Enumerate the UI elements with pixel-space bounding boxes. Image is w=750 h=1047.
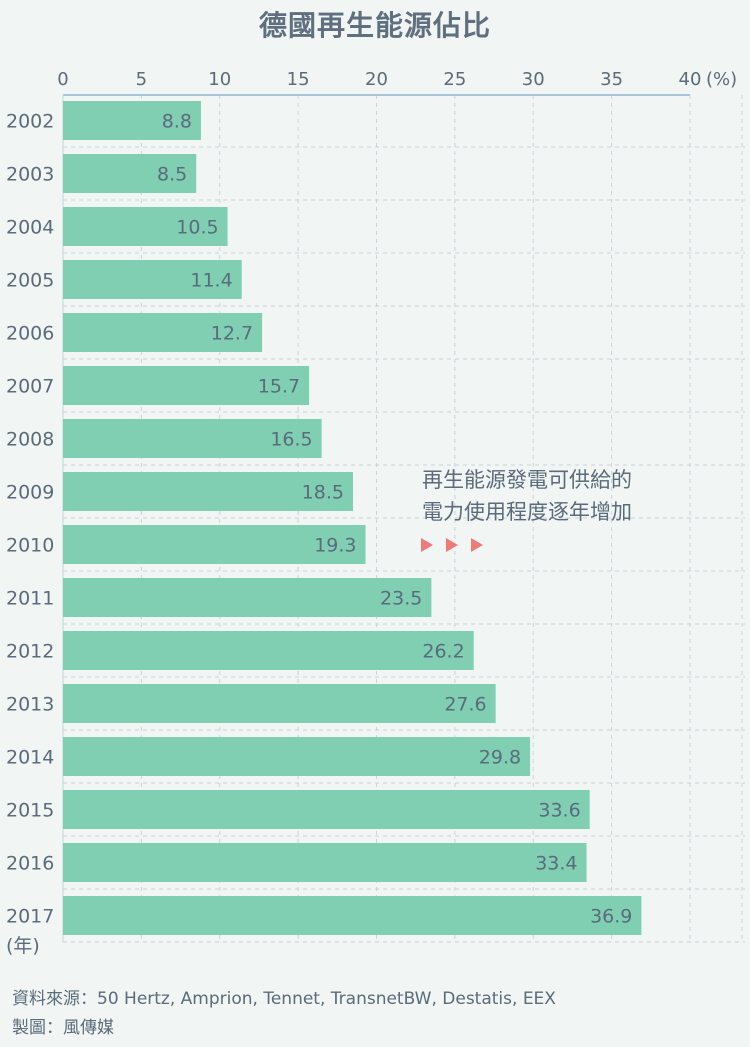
bar-value-label: 12.7 xyxy=(211,323,253,345)
category-label: 2011 xyxy=(6,588,54,610)
category-label: 2015 xyxy=(6,800,54,822)
category-label: 2008 xyxy=(6,429,54,451)
arrow-icon xyxy=(421,538,433,552)
bar-value-label: 8.5 xyxy=(157,164,187,186)
x-tick-label: 5 xyxy=(136,69,147,90)
category-label: 2017 xyxy=(6,906,54,928)
bar-value-label: 27.6 xyxy=(444,694,486,716)
annotation-line-1: 再生能源發電可供給的 xyxy=(422,468,632,492)
bar-value-label: 33.4 xyxy=(535,853,577,875)
bar xyxy=(63,896,642,935)
maker-note: 製圖：風傳媒 xyxy=(12,1018,114,1038)
category-label: 2010 xyxy=(6,535,54,557)
bar xyxy=(63,790,590,829)
x-tick-label: 10 xyxy=(208,69,231,90)
source-note: 資料來源：50 Hertz, Amprion, Tennet, Transnet… xyxy=(12,989,556,1009)
bar xyxy=(63,525,366,564)
category-label: 2009 xyxy=(6,482,54,504)
bar-value-label: 26.2 xyxy=(422,641,464,663)
bar xyxy=(63,578,432,617)
bar-value-label: 36.9 xyxy=(590,906,632,928)
x-tick-label: 35 xyxy=(600,69,623,90)
x-tick-label: 0 xyxy=(57,69,68,90)
bar-value-label: 11.4 xyxy=(190,270,232,292)
bar-value-label: 29.8 xyxy=(479,747,521,769)
bar xyxy=(63,419,322,458)
bar xyxy=(63,472,353,511)
bar xyxy=(63,101,201,140)
bar-value-label: 16.5 xyxy=(270,429,312,451)
x-tick-label: 30 xyxy=(522,69,545,90)
bar xyxy=(63,684,496,723)
arrow-icon xyxy=(471,538,483,552)
category-label: 2002 xyxy=(6,111,54,133)
category-label: 2014 xyxy=(6,747,54,769)
arrow-icon xyxy=(446,538,458,552)
bar-value-label: 8.8 xyxy=(162,111,192,133)
x-tick-label: 20 xyxy=(365,69,388,90)
bar-value-label: 19.3 xyxy=(314,535,356,557)
y-unit-label: (年) xyxy=(6,935,40,957)
category-label: 2016 xyxy=(6,853,54,875)
category-label: 2006 xyxy=(6,323,54,345)
chart-title: 德國再生能源佔比 xyxy=(258,9,491,42)
bar xyxy=(63,313,263,352)
bar xyxy=(63,260,242,299)
bar-value-label: 33.6 xyxy=(538,800,580,822)
x-tick-label: 40 xyxy=(679,69,702,90)
bar-value-label: 18.5 xyxy=(302,482,344,504)
bar-value-label: 10.5 xyxy=(176,217,218,239)
bar xyxy=(63,154,197,193)
category-label: 2007 xyxy=(6,376,54,398)
category-label: 2012 xyxy=(6,641,54,663)
category-label: 2004 xyxy=(6,217,54,239)
bar xyxy=(63,207,228,246)
category-label: 2003 xyxy=(6,164,54,186)
bar xyxy=(63,631,474,670)
x-tick-label: 25 xyxy=(443,69,466,90)
bar-value-label: 23.5 xyxy=(380,588,422,610)
annotation-line-2: 電力使用程度逐年增加 xyxy=(422,500,632,524)
bar xyxy=(63,843,587,882)
x-tick-label: 15 xyxy=(287,69,310,90)
bar-value-label: 15.7 xyxy=(258,376,300,398)
bar xyxy=(63,366,310,405)
x-unit-label: (%) xyxy=(706,69,737,90)
bar-chart: 0 5 10 15 20 25 30 35 40 (%) 8.8 2002 8.5 2003 10.5 200… xyxy=(6,69,745,957)
bar xyxy=(63,737,531,776)
category-label: 2005 xyxy=(6,270,54,292)
category-label: 2013 xyxy=(6,694,54,716)
